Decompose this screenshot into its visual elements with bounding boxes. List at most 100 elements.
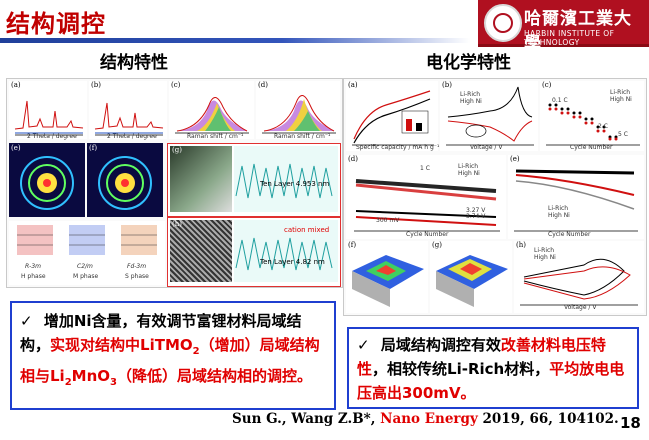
logo-english-name: HARBIN INSTITUTE OF TECHNOLOGY [524,29,615,47]
citation-journal: Nano Energy [380,411,478,427]
dqdv-plot: (b) Li-Rich High Ni Voltage / V [440,81,538,151]
xrd-pattern-a [14,100,84,136]
saed-pattern-f: (f) [87,143,163,217]
lattice-profile-h [234,220,338,282]
surface-plot-g: (g) [430,241,512,313]
ec-label-g: (g) [432,241,442,249]
citation-authors: Sun G., Wang Z.B*, [232,411,381,427]
ten-layer-label-g: Ten Layer 4.953 nm [260,180,330,188]
raman-spectrum-d [262,95,336,134]
structure-text-3-sub2: 3 [110,377,117,388]
lattice-profile-g [234,146,338,212]
label-b: (b) [91,81,101,89]
cycling-curves [354,179,500,232]
ec-h-legend-lirich: Li-Rich [534,247,555,254]
university-logo: 哈爾濱工業大學 HARBIN INSTITUTE OF TECHNOLOGY [478,0,649,54]
structure-text-2-sub: 2 [192,346,200,357]
ec-d-legend-lirich: Li-Rich [458,163,479,170]
ec-b-legend-lirich: Li-Rich [460,91,481,98]
cation-mixed-label: cation mixed [284,226,330,234]
ec-e-legend-lirich: Li-Rich [548,205,569,212]
structure-summary-box: ✓ 增加Ni含量，有效调节富锂材料局域结构，实现对结构中LiTMO2（增加）局域… [10,301,336,410]
ec-c-legend-lirich: Li-Rich [610,89,631,96]
ec-b-xlabel: Voltage / V [470,144,503,151]
ec-b-legend-highni: High Ni [460,98,482,105]
structure-text-4: （降低） [117,367,178,385]
diffraction-rings-e [20,156,74,210]
xrd-pattern-b [94,102,164,136]
rate-01c-label: 0.1 C [552,97,568,104]
phase-fd3m-label: Fd-3m [127,263,147,270]
ec-label-b: (b) [442,81,452,89]
crystal-structures-icon [17,225,157,255]
label-f: (f) [89,144,98,152]
voltage-profile-curves [352,90,434,146]
electrochem-summary-text: ✓ 局域结构调控有效改善材料电压特性，相较传统Li-Rich材料，平均放电电压高… [357,333,629,405]
electrochem-text-1: 局域结构调控有效 [380,336,501,354]
phase-h-label: H phase [21,273,46,280]
ec-d-300mv-label: 300 mV [376,217,400,224]
ec-d-rate-label: 1 C [420,165,430,172]
xrd-plot-a: (a) 2 Theta / degree [9,81,87,140]
logo-chinese-name: 哈爾濱工業大學 [524,9,632,54]
ec-h-xlabel: Voltage / V [564,304,597,311]
ec-h-legend-highni: High Ni [534,254,556,261]
electrochem-section-heading: 电化学特性 [426,53,511,73]
xrd-b-xlabel: 2 Theta / degree [107,133,157,140]
label-a: (a) [11,81,21,89]
xrd-a-xlabel: 2 Theta / degree [27,133,77,140]
checkmark-icon: ✓ [357,336,370,354]
page-title: 结构调控 [6,10,106,38]
ec-e-xlabel: Cycle Number [548,231,591,238]
phase-s-label: S phase [125,273,149,280]
xrd-plot-b: (b) 2 Theta / degree [89,81,167,140]
ec-c-legend-highni: High Ni [610,96,632,103]
ec-d-legend-highni: High Ni [458,170,480,177]
structure-figure: (a) 2 Theta / degree (b) 2 Theta / degre… [6,78,343,288]
ten-layer-label-h: Ten Layer 4.82 nm [260,258,325,266]
raman-plot-c: (c) Raman shift / cm⁻¹ [169,81,254,140]
label-c: (c) [171,81,181,89]
raman-d-xlabel: Raman shift / cm⁻¹ [274,133,331,140]
electrochem-text-4: 平均放电电压高出300mV。 [357,360,625,402]
rate-2c-label: 2 C [598,123,608,130]
surface-map-g [436,255,508,307]
tem-image-g [170,146,232,212]
raman-plot-d: (d) Raman shift / cm⁻¹ [256,81,340,140]
citation-details: 2019, 66, 104102. [477,411,619,427]
structure-text-3-sub: 2 [64,377,72,388]
checkmark-icon: ✓ [20,312,33,330]
phase-c2m-label: C2/m [77,263,93,270]
diffraction-rings-f [98,156,152,210]
efficiency-curves [514,169,638,232]
label-d: (d) [258,81,268,89]
surface-map-f [352,255,424,307]
surface-plot-f: (f) [346,241,428,313]
rate-5c-label: 5 C [618,131,628,138]
structure-section-heading: 结构特性 [100,53,168,73]
label-g: (g) [172,146,182,154]
rate-markers [546,103,640,146]
ec-d-xlabel: Cycle Number [406,231,449,238]
electrochem-text-3: ，相较传统Li-Rich材料， [372,360,550,378]
tem-image-h [170,220,232,282]
electrochem-text-2: 改善材料电压特性 [357,336,606,378]
electrochem-summary-box: ✓ 局域结构调控有效改善材料电压特性，相较传统Li-Rich材料，平均放电电压高… [347,327,639,409]
charge-discharge-plot: (a) Specific capacity / mA h g⁻¹ [346,81,440,151]
ec-d-374v-label: 3.74 V [466,213,486,220]
university-seal-icon [484,4,522,42]
structure-summary-text: ✓ 增加Ni含量，有效调节富锂材料局域结构，实现对结构中LiTMO2（增加）局域… [20,309,326,395]
structure-text-1: 增加Ni含量，有效调节富锂材料局域结构， [20,312,302,354]
rate-capability-plot: (c) Li-Rich High Ni 0.1 C 2 C 5 C Cycle … [540,81,644,151]
ec-e-legend-highni: High Ni [548,212,570,219]
cycling-plot: (d) 1 C Li-Rich High Ni 300 mV 3.27 V 3.… [346,155,506,239]
ec-label-a: (a) [348,81,358,89]
title-underline [0,38,470,43]
page-number: 18 [620,414,641,432]
dqdv-curves [446,86,534,146]
saed-pattern-e: (e) [9,143,85,217]
ec-label-d: (d) [348,155,358,163]
ec-a-xlabel: Specific capacity / mA h g⁻¹ [356,144,440,151]
cv-curves [520,258,638,306]
label-h: (h) [172,220,182,228]
